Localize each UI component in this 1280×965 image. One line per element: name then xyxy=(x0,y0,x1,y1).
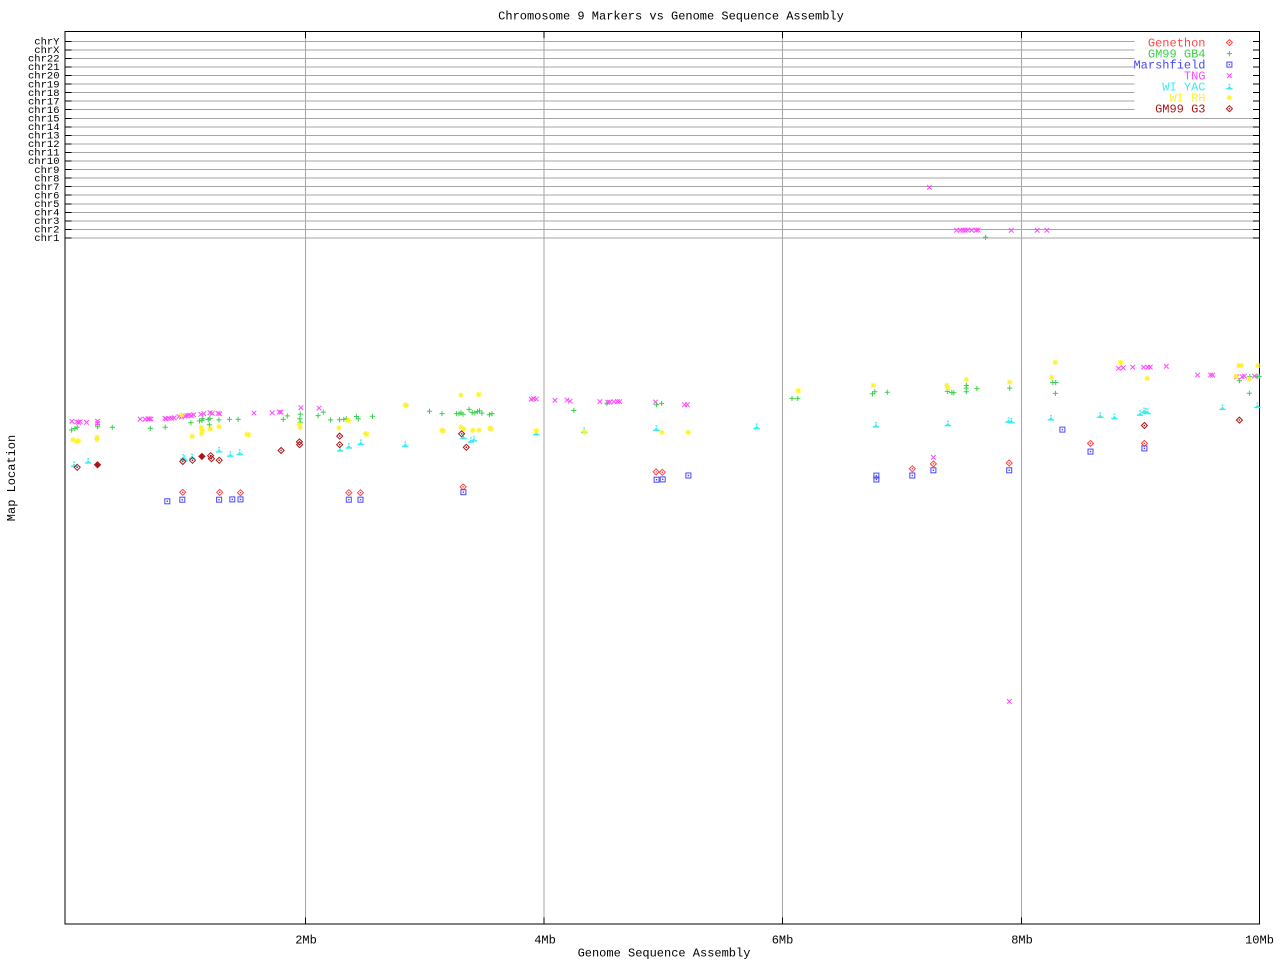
svg-text:chr18: chr18 xyxy=(28,88,60,100)
svg-text:chr4: chr4 xyxy=(34,208,59,220)
svg-text:chr7: chr7 xyxy=(34,182,59,194)
svg-text:chr11: chr11 xyxy=(28,148,60,160)
svg-text:chr22: chr22 xyxy=(28,54,60,66)
svg-text:chr6: chr6 xyxy=(34,190,59,202)
svg-text:chr16: chr16 xyxy=(28,105,60,117)
svg-text:GM99 GB4: GM99 GB4 xyxy=(1148,47,1206,61)
svg-text:Map Location: Map Location xyxy=(5,435,19,521)
svg-text:chrY: chrY xyxy=(34,37,60,49)
svg-text:chr10: chr10 xyxy=(28,156,60,168)
svg-text:GM99 G3: GM99 G3 xyxy=(1155,103,1205,117)
svg-text:Genome Sequence Assembly: Genome Sequence Assembly xyxy=(578,947,751,961)
svg-text:2Mb: 2Mb xyxy=(295,934,317,948)
svg-text:10Mb: 10Mb xyxy=(1245,934,1274,948)
svg-text:chr17: chr17 xyxy=(28,96,60,108)
svg-text:chr19: chr19 xyxy=(28,79,60,91)
svg-text:8Mb: 8Mb xyxy=(1011,934,1033,948)
svg-text:TNG: TNG xyxy=(1184,69,1206,83)
svg-text:chr20: chr20 xyxy=(28,71,60,83)
svg-text:4Mb: 4Mb xyxy=(534,934,556,948)
svg-text:chr13: chr13 xyxy=(28,131,60,143)
svg-text:chr14: chr14 xyxy=(28,122,60,134)
svg-text:chr5: chr5 xyxy=(34,199,59,211)
svg-text:WI YAC: WI YAC xyxy=(1162,80,1205,94)
svg-text:Chromosome 9 Markers vs Genome: Chromosome 9 Markers vs Genome Sequence … xyxy=(498,10,844,24)
svg-text:chr1: chr1 xyxy=(34,233,59,245)
svg-text:chrX: chrX xyxy=(34,45,60,57)
svg-text:chr15: chr15 xyxy=(28,113,60,125)
svg-text:chr9: chr9 xyxy=(34,165,59,177)
svg-text:Genethon: Genethon xyxy=(1148,36,1206,50)
svg-text:chr12: chr12 xyxy=(28,139,60,151)
svg-text:6Mb: 6Mb xyxy=(772,934,794,948)
svg-text:chr3: chr3 xyxy=(34,216,59,228)
svg-text:chr2: chr2 xyxy=(34,225,59,237)
svg-text:chr21: chr21 xyxy=(28,62,60,74)
svg-text:chr8: chr8 xyxy=(34,173,59,185)
svg-text:WI RH: WI RH xyxy=(1169,92,1205,106)
svg-text:Marshfield: Marshfield xyxy=(1133,58,1205,72)
